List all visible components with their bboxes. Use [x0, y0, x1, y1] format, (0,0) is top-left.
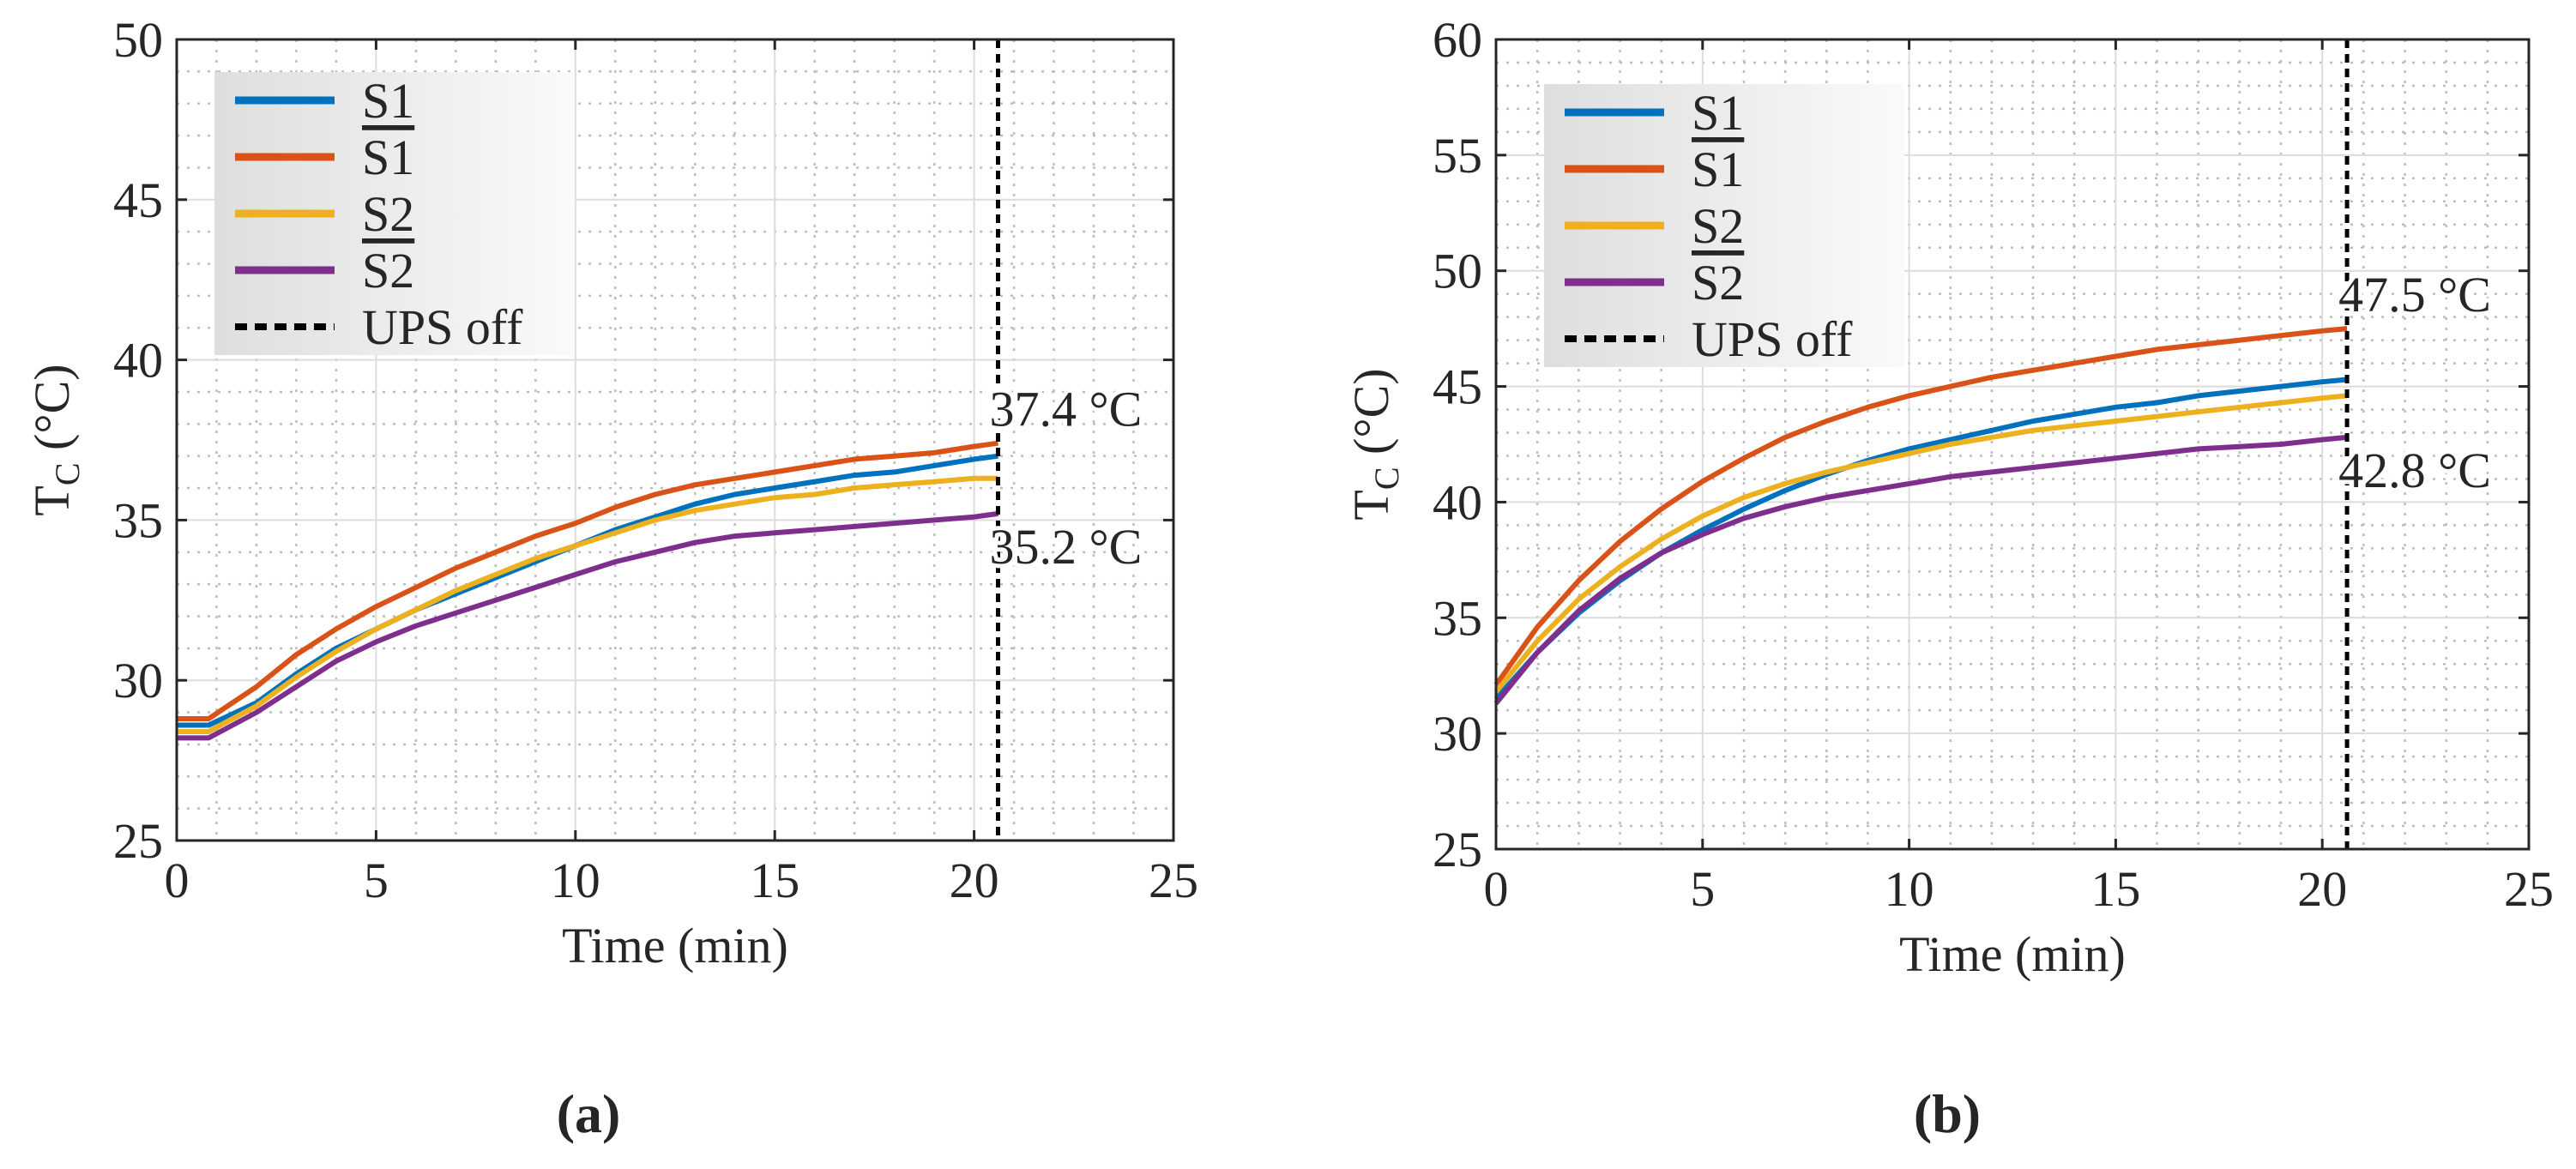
legend-label-s2-bar: S2: [1692, 255, 1744, 310]
value-annotation: 37.4 °C: [989, 382, 1142, 437]
y-tick-label: 55: [1433, 128, 1482, 184]
panel-caption: (a): [557, 1083, 621, 1144]
series-line-s1-bar: [177, 440, 998, 721]
y-axis-label: TC (°C): [24, 364, 87, 515]
x-tick-label: 0: [165, 853, 190, 908]
axes-box: [175, 38, 1175, 842]
series-line-s1-bar: [1493, 326, 2348, 687]
panel-caption: (b): [1914, 1083, 1981, 1144]
x-tick-label: 10: [1885, 861, 1934, 917]
y-tick-label: 25: [113, 813, 163, 869]
y-tick-label: 35: [1433, 590, 1482, 646]
legend-label-ups-off: UPS off: [362, 299, 523, 355]
value-annotation: 42.8 °C: [2338, 443, 2491, 498]
series-line-s2: [1493, 393, 2348, 694]
x-tick-label: 20: [950, 853, 999, 908]
legend-label-s1-bar: S1: [362, 130, 414, 185]
x-axis-label: Time (min): [562, 918, 788, 973]
chart-panel-a: 0 5 10 15 20 25 25 30 35 40 45 50 Time (min) TC (°C) 3…: [24, 12, 1198, 1144]
y-tick-label: 40: [113, 333, 163, 389]
x-tick-label: 5: [1690, 861, 1715, 917]
y-tick-label: 30: [1433, 706, 1482, 762]
y-tick-label: 40: [1433, 474, 1482, 530]
y-tick-label: 30: [113, 653, 163, 708]
x-tick-label: 15: [2090, 861, 2140, 917]
legend-label-s2-bar: S2: [362, 243, 414, 298]
x-tick-label: 0: [1484, 861, 1509, 917]
series-line-s2: [177, 475, 998, 734]
y-tick-label: 25: [1433, 822, 1482, 877]
value-annotation: 35.2 °C: [989, 519, 1142, 575]
value-annotation: 47.5 °C: [2338, 267, 2491, 322]
y-tick-label: 35: [113, 492, 163, 548]
y-tick-label: 45: [113, 172, 163, 228]
x-tick-label: 15: [750, 853, 799, 908]
x-tick-label: 5: [364, 853, 389, 908]
chart-panel-b: 0 5 10 15 20 25 25 30 35 40 45 50 55 60 Time (min) TC (…: [1343, 12, 2554, 1144]
series-line-s2-bar: [1493, 434, 2348, 705]
legend-label-s2: S2: [362, 186, 414, 242]
legend-label-s1: S1: [362, 73, 414, 129]
series-line-s2-bar: [177, 510, 998, 741]
legend-label-s2: S2: [1692, 198, 1744, 254]
x-tick-label: 25: [1149, 853, 1198, 908]
x-tick-label: 25: [2504, 861, 2554, 917]
legend-label-s1-bar: S1: [1692, 142, 1744, 197]
axes-box: [1494, 38, 2531, 851]
y-tick-label: 45: [1433, 359, 1482, 415]
x-tick-label: 20: [2297, 861, 2347, 917]
x-tick-label: 10: [551, 853, 600, 908]
y-tick-label: 50: [1433, 244, 1482, 299]
y-tick-label: 50: [113, 12, 163, 68]
legend-label-s1: S1: [1692, 85, 1744, 141]
y-tick-label: 60: [1433, 12, 1482, 68]
x-axis-label: Time (min): [1899, 926, 2126, 982]
legend-label-ups-off: UPS off: [1692, 311, 1853, 367]
y-axis-label: TC (°C): [1343, 368, 1406, 520]
